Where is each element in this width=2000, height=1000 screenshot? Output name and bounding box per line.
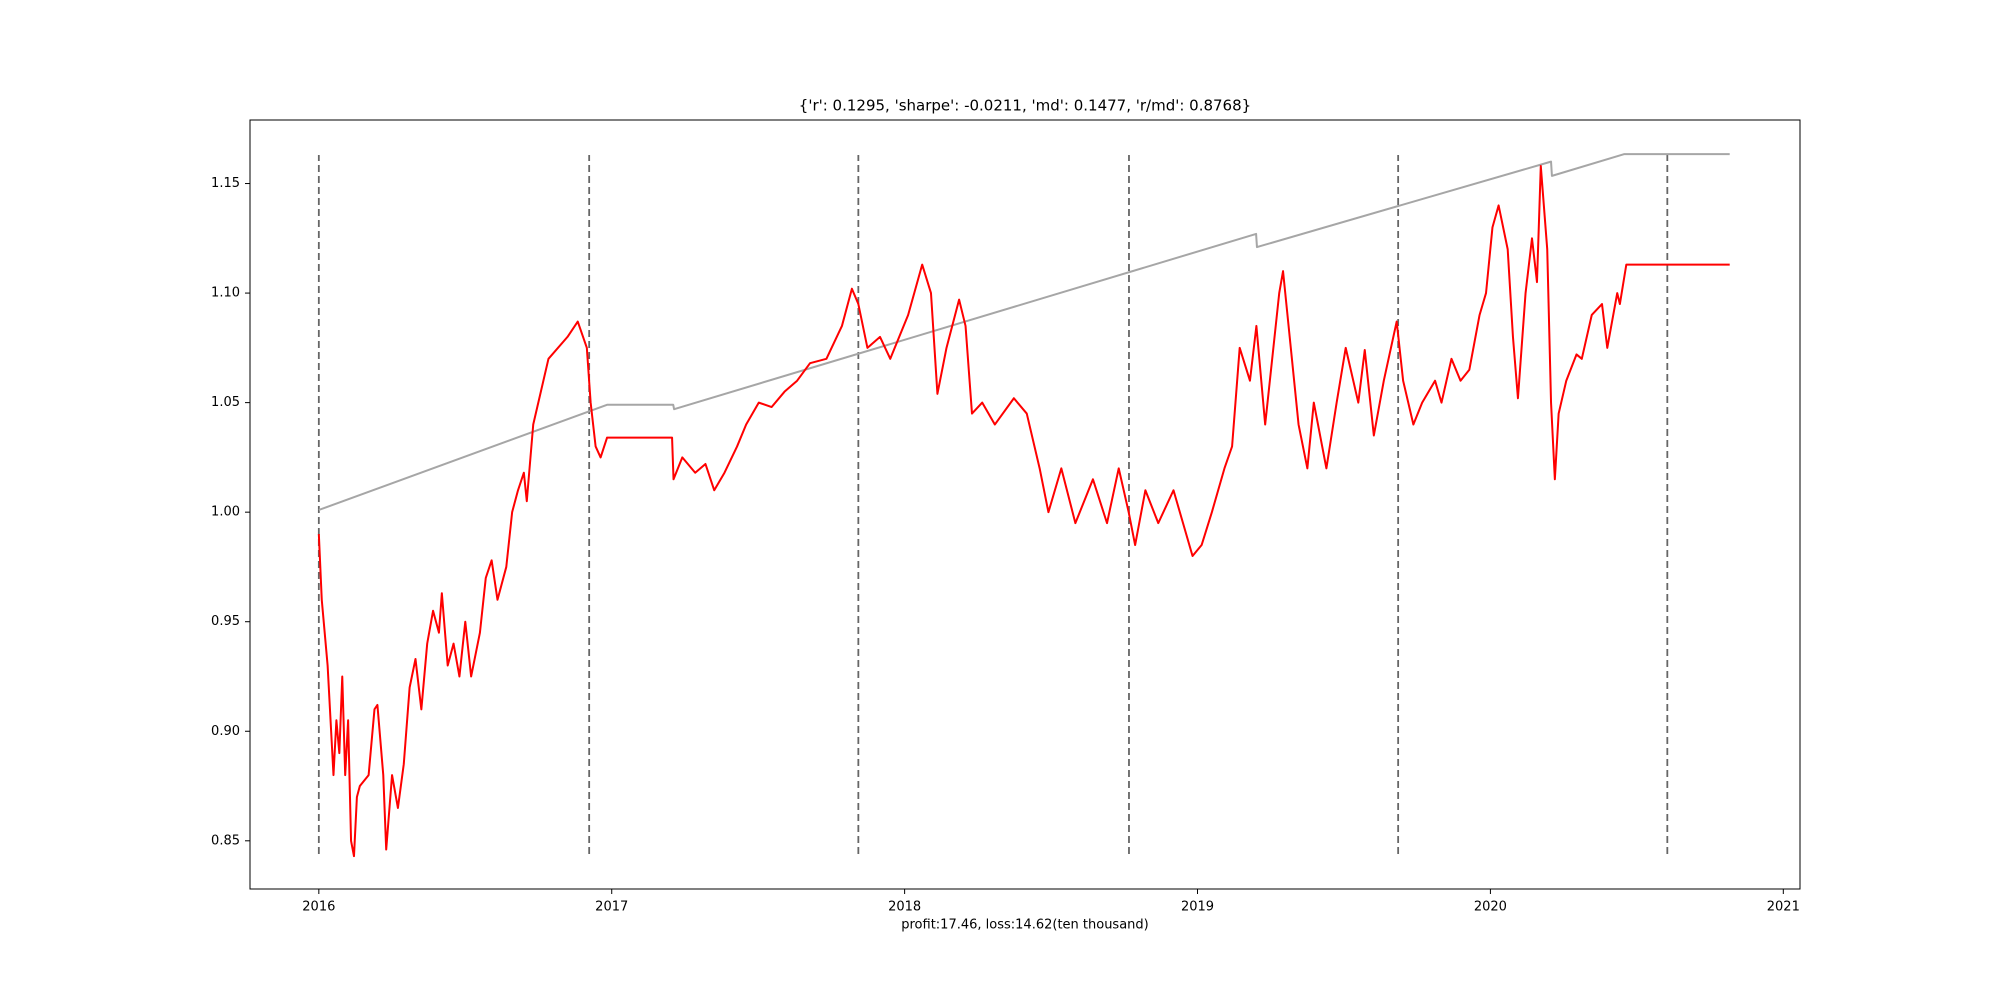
plot-frame (249, 119, 1801, 890)
y-tick-label: 1.00 (211, 505, 240, 520)
x-tick-label: 2018 (888, 900, 921, 915)
y-tick-label: 1.10 (211, 286, 240, 301)
x-tick-label: 2019 (1181, 900, 1214, 915)
chart-title: {'r': 0.1295, 'sharpe': -0.0211, 'md': 0… (799, 97, 1251, 115)
x-tick-label: 2016 (302, 900, 335, 915)
x-axis-label: profit:17.46, loss:14.62(ten thousand) (901, 918, 1149, 933)
y-tick-label: 0.95 (211, 614, 240, 629)
x-tick-label: 2021 (1767, 900, 1800, 915)
y-tick-label: 0.85 (211, 833, 240, 848)
y-tick-label: 1.15 (211, 176, 240, 191)
x-tick-label: 2017 (595, 900, 628, 915)
x-tick-label: 2020 (1474, 900, 1507, 915)
series-line (317, 165, 1730, 858)
series-line (318, 153, 1730, 511)
y-tick-label: 0.90 (211, 724, 240, 739)
y-tick-label: 1.05 (211, 395, 240, 410)
